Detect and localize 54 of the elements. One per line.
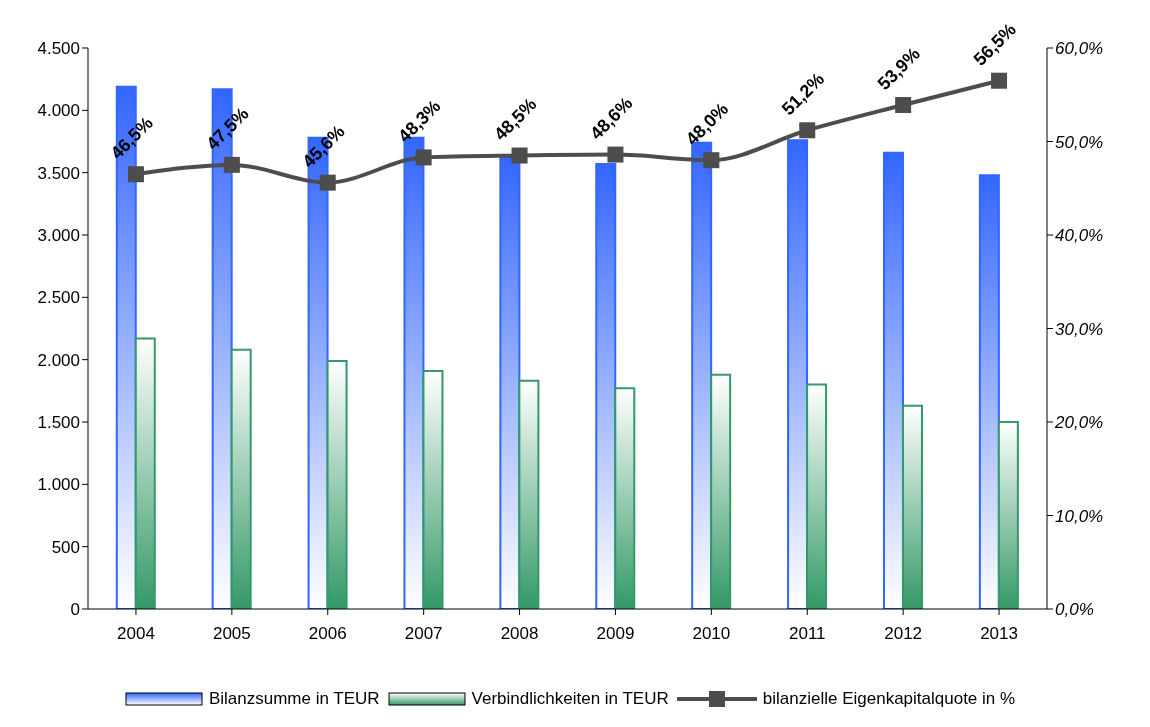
bar — [518, 379, 540, 609]
point — [223, 156, 240, 173]
y2-tick-label: 20,0% — [1054, 413, 1104, 433]
x-tick-label: 2008 — [500, 624, 539, 644]
point — [991, 72, 1008, 89]
bar — [614, 387, 636, 609]
y-tick-label: 2.000 — [37, 350, 80, 370]
legend-label: Bilanzsumme in TEUR — [208, 689, 380, 709]
point — [703, 152, 720, 169]
x-tick-label: 2013 — [980, 624, 1018, 644]
bar — [882, 151, 904, 609]
point — [895, 97, 912, 114]
x-tick-label: 2004 — [117, 624, 155, 644]
bar — [595, 162, 617, 609]
y-tick-label: 1.000 — [37, 475, 80, 495]
point — [607, 146, 624, 163]
bar — [134, 337, 156, 609]
y-tick-label: 3.000 — [37, 226, 80, 246]
y-tick-label: 4.500 — [37, 39, 80, 59]
y-tick-label: 500 — [51, 537, 80, 557]
x-tick-label: 2006 — [308, 624, 347, 644]
bar — [978, 174, 1000, 609]
y-tick-label: 1.500 — [37, 413, 80, 433]
y2-tick-label: 60,0% — [1055, 39, 1104, 59]
y2-tick-label: 30,0% — [1055, 319, 1104, 339]
y2-tick-label: 50,0% — [1055, 132, 1104, 152]
bar — [710, 373, 732, 609]
point — [511, 147, 528, 164]
point — [127, 166, 144, 183]
x-tick-label: 2009 — [596, 624, 635, 644]
bar — [997, 421, 1019, 609]
x-tick-label: 2010 — [692, 624, 731, 644]
x-tick-label: 2007 — [404, 624, 443, 644]
y-tick-label: 0 — [70, 600, 80, 620]
y-tick-label: 3.500 — [37, 163, 80, 183]
legend-label: Verbindlichkeiten in TEUR — [471, 689, 669, 709]
y2-tick-label: 0,0% — [1055, 600, 1094, 620]
legend-label: bilanzielle Eigenkapitalquote in % — [762, 689, 1016, 709]
bar — [422, 369, 444, 609]
x-tick-label: 2005 — [212, 624, 251, 644]
point — [799, 122, 816, 139]
x-tick-label: 2011 — [788, 624, 826, 644]
bar — [230, 348, 252, 609]
point — [319, 174, 336, 191]
y2-tick-label: 40,0% — [1055, 226, 1104, 246]
y-tick-label: 4.000 — [37, 101, 80, 121]
y-tick-label: 2.500 — [37, 288, 80, 308]
point — [415, 149, 432, 166]
bar — [326, 359, 348, 609]
x-tick-label: 2012 — [884, 624, 923, 644]
y2-tick-label: 10,0% — [1055, 506, 1104, 526]
bar — [901, 404, 923, 609]
bar — [787, 139, 809, 609]
bar — [806, 383, 828, 609]
